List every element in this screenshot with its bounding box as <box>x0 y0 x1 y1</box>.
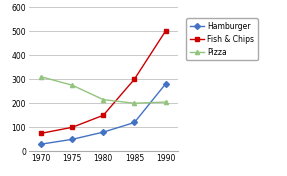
Pizza <box>71 84 74 86</box>
Legend: Hamburger, Fish & Chips, Pizza: Hamburger, Fish & Chips, Pizza <box>186 18 258 60</box>
Pizza <box>39 76 43 78</box>
Pizza <box>133 102 136 104</box>
Pizza <box>102 99 105 101</box>
Fish & Chips <box>39 132 43 134</box>
Fish & Chips <box>102 114 105 116</box>
Line: Pizza: Pizza <box>39 75 168 105</box>
Fish & Chips <box>164 30 167 32</box>
Line: Fish & Chips: Fish & Chips <box>39 29 168 135</box>
Pizza <box>164 101 167 103</box>
Hamburger <box>102 131 105 133</box>
Hamburger <box>164 83 167 85</box>
Fish & Chips <box>133 78 136 80</box>
Line: Hamburger: Hamburger <box>39 82 168 146</box>
Fish & Chips <box>71 126 74 128</box>
Hamburger <box>133 121 136 124</box>
Hamburger <box>39 143 43 145</box>
Hamburger <box>71 138 74 140</box>
